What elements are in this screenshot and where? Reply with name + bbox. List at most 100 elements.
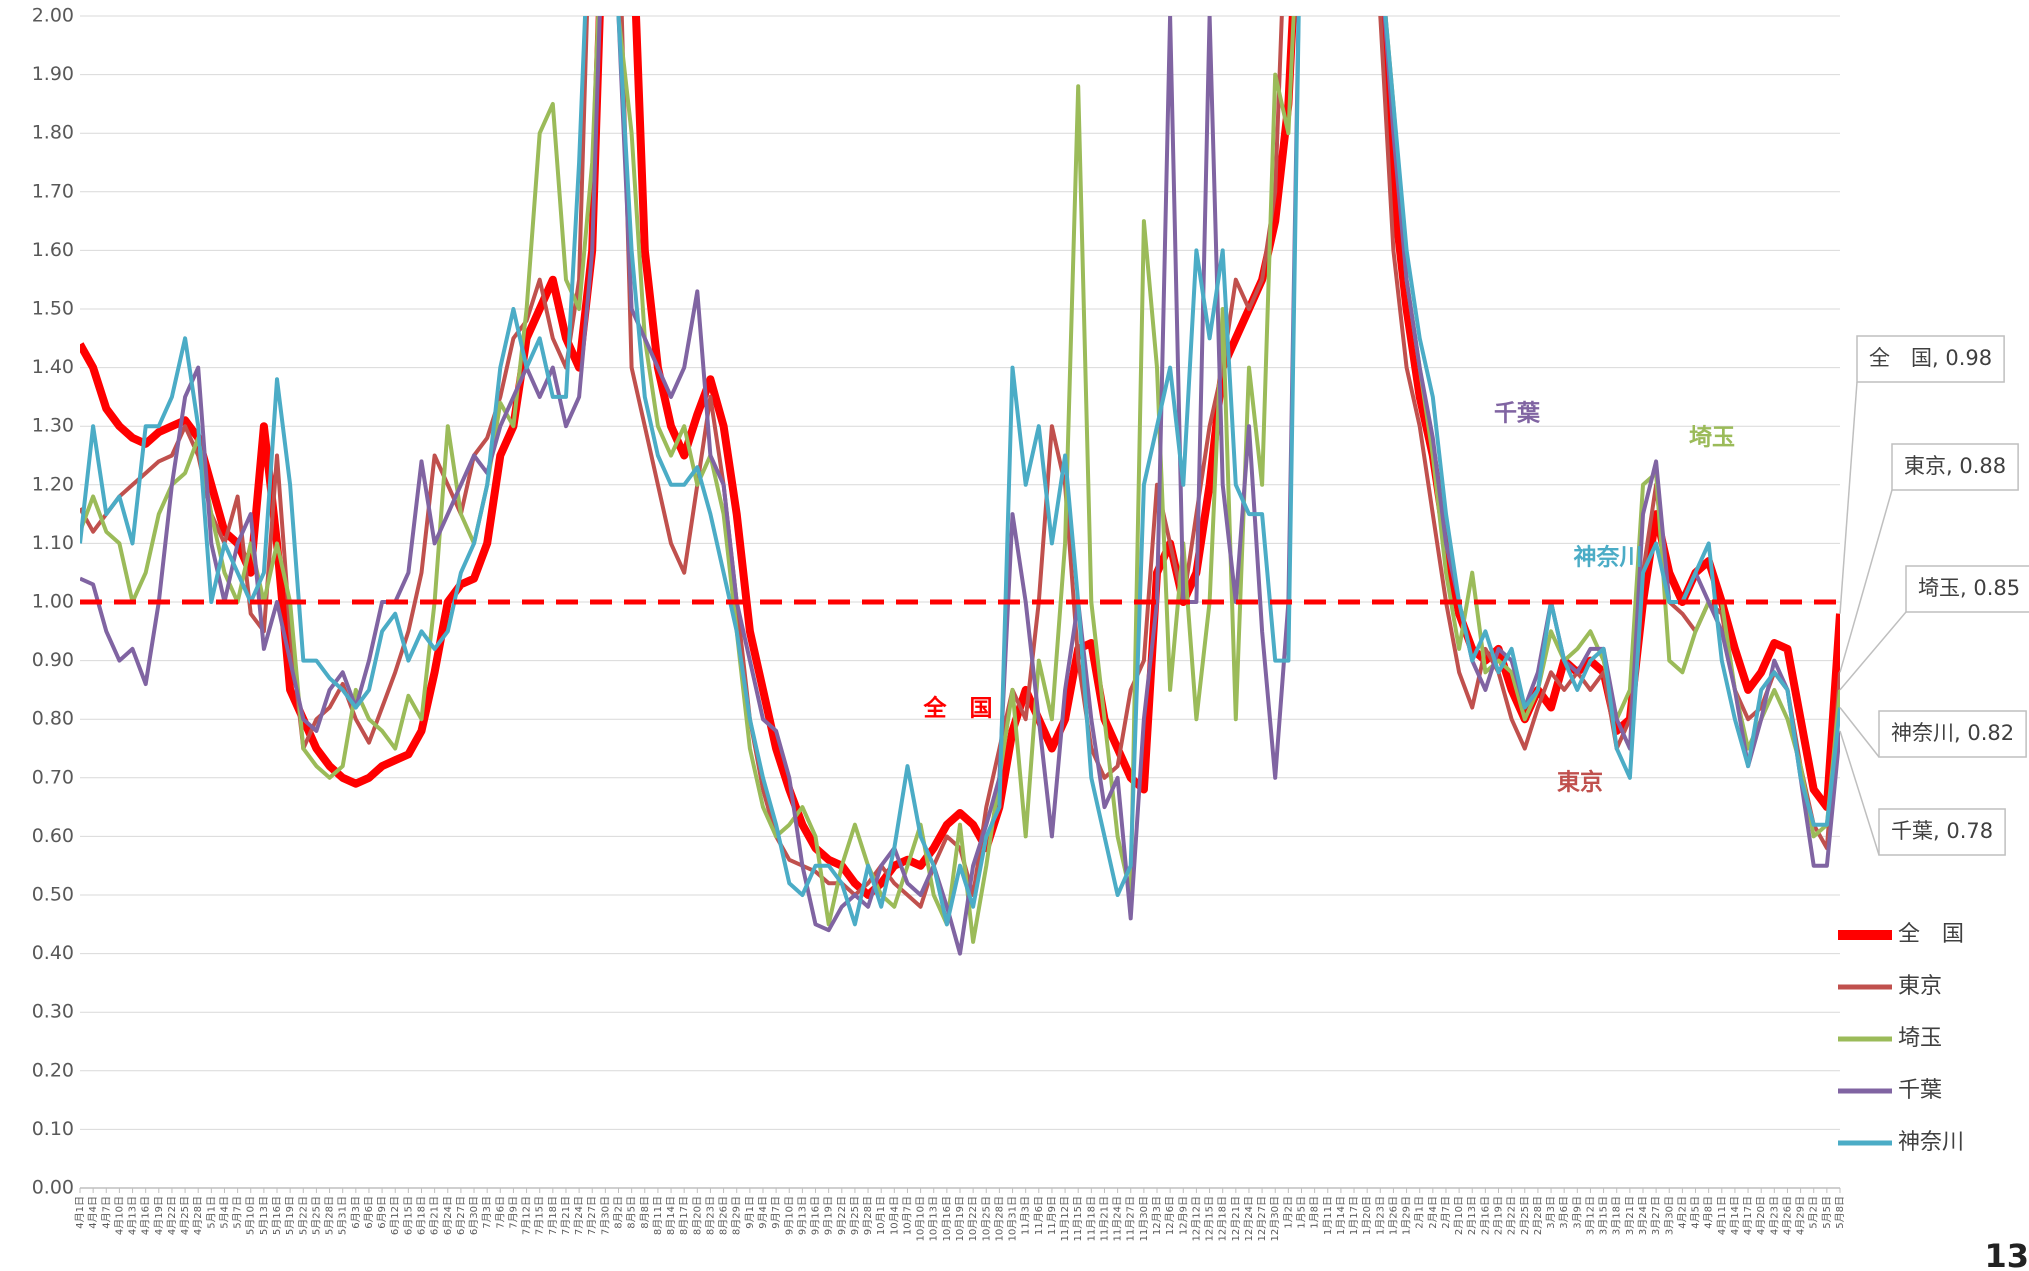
x-tick-label: 8月29日 [731,1196,743,1235]
x-tick-label: 4月23日 [1768,1196,1780,1235]
x-tick-label: 3月21日 [1624,1196,1636,1235]
x-tick-label: 8月2日 [613,1196,625,1229]
legend-label: 神奈川 [1898,1130,1964,1155]
callout-label: 全 国, 0.98 [1869,346,1992,370]
y-tick-label: 1.70 [32,180,74,202]
x-tick-label: 4月25日 [179,1196,191,1235]
x-tick-label: 8月26日 [718,1196,730,1235]
x-tick-label: 6月24日 [442,1196,454,1235]
x-tick-label: 12月15日 [1204,1196,1216,1241]
callout-label: 埼玉, 0.85 [1918,576,2020,600]
x-tick-label: 1月29日 [1401,1196,1413,1235]
x-tick-label: 2月19日 [1493,1196,1505,1235]
x-tick-label: 8月20日 [691,1196,703,1235]
x-tick-label: 10月31日 [1007,1196,1019,1241]
x-tick-label: 10月10日 [915,1196,927,1241]
x-tick-label: 9月28日 [862,1196,874,1235]
y-tick-label: 1.40 [32,356,74,378]
x-tick-label: 5月25日 [310,1196,322,1235]
y-tick-label: 1.10 [32,532,74,554]
series-line [80,16,1840,927]
x-tick-label: 4月19日 [153,1196,165,1235]
y-tick-label: 0.20 [32,1059,74,1081]
x-tick-label: 11月6日 [1033,1196,1045,1235]
y-tick-label: 0.90 [32,649,74,671]
y-tick-label: 2.00 [32,5,74,27]
x-tick-label: 2月7日 [1440,1196,1452,1229]
x-tick-label: 8月23日 [704,1196,716,1235]
x-tick-label: 4月4日 [87,1196,99,1229]
x-tick-label: 4月7日 [100,1196,112,1229]
x-tick-label: 10月19日 [954,1196,966,1241]
x-tick-label: 5月19日 [284,1196,296,1235]
x-tick-label: 5月2日 [1808,1196,1820,1229]
x-tick-label: 7月30日 [599,1196,611,1235]
x-tick-label: 7月27日 [586,1196,598,1235]
callout-leader [1839,707,1880,758]
x-tick-label: 7月24日 [573,1196,585,1235]
y-tick-label: 0.10 [32,1118,74,1140]
callout-leader [1839,381,1858,614]
x-tick-label: 4月16日 [140,1196,152,1235]
x-tick-label: 10月16日 [941,1196,953,1241]
x-tick-label: 9月4日 [757,1196,769,1229]
x-tick-label: 6月30日 [468,1196,480,1235]
x-tick-label: 4月8日 [1703,1196,1715,1229]
x-tick-label: 1月17日 [1348,1196,1360,1235]
y-tick-label: 1.20 [32,473,74,495]
callout-label: 千葉, 0.78 [1891,819,1993,843]
x-tick-label: 7月18日 [547,1196,559,1235]
x-tick-label: 4月10日 [113,1196,125,1235]
x-tick-label: 12月9日 [1177,1196,1189,1235]
x-tick-label: 9月22日 [836,1196,848,1235]
x-tick-label: 4月14日 [1729,1196,1741,1235]
series-line [80,16,1840,944]
x-tick-label: 11月27日 [1125,1196,1137,1241]
x-tick-label: 8月8日 [639,1196,651,1229]
plot-area [80,16,1840,956]
x-tick-label: 11月21日 [1098,1196,1110,1241]
x-tick-label: 10月7日 [901,1196,913,1235]
callout-label: 東京, 0.88 [1904,454,2006,478]
x-tick-label: 4月1日 [74,1196,86,1229]
series-annotation: 東京 [1557,769,1603,796]
x-tick-label: 5月5日 [1821,1196,1833,1229]
page-number: 13 [1984,1237,2029,1271]
x-tick-label: 9月25日 [849,1196,861,1235]
x-tick-label: 7月6日 [494,1196,506,1229]
x-tick-label: 2月16日 [1479,1196,1491,1235]
callout-box [1878,710,2027,758]
x-tick-label: 3月15日 [1598,1196,1610,1235]
x-tick-label: 5月28日 [324,1196,336,1235]
x-tick-label: 1月14日 [1335,1196,1347,1235]
x-tick-label: 11月24日 [1112,1196,1124,1241]
x-tick-label: 5月16日 [271,1196,283,1235]
y-tick-label: 0.80 [32,708,74,730]
x-tick-label: 3月24日 [1637,1196,1649,1235]
x-tick-label: 6月6日 [363,1196,375,1229]
x-tick-label: 3月18日 [1611,1196,1623,1235]
y-tick-label: 0.70 [32,766,74,788]
x-tick-label: 2月25日 [1519,1196,1531,1235]
x-tick-label: 1月23日 [1374,1196,1386,1235]
series-annotation: 千葉 [1494,401,1541,427]
x-tick-label: 6月3日 [350,1196,362,1229]
x-tick-label: 6月21日 [429,1196,441,1235]
series-line [80,16,1840,899]
y-tick-label: 1.50 [32,298,74,320]
x-tick-label: 1月8日 [1309,1196,1321,1229]
x-tick-label: 6月15日 [402,1196,414,1235]
x-tick-label: 3月12日 [1584,1196,1596,1235]
x-tick-label: 3月3日 [1545,1196,1557,1229]
x-tick-label: 4月22日 [166,1196,178,1235]
x-tick-label: 12月30日 [1269,1196,1281,1241]
x-tick-label: 1月2日 [1282,1196,1294,1229]
x-tick-label: 1月11日 [1322,1196,1334,1235]
x-tick-label: 3月9日 [1571,1196,1583,1229]
x-tick-label: 5月13日 [258,1196,270,1235]
y-tick-label: 0.50 [32,884,74,906]
x-tick-label: 10月25日 [980,1196,992,1241]
callout-leader [1839,489,1893,673]
x-tick-label: 6月9日 [376,1196,388,1229]
